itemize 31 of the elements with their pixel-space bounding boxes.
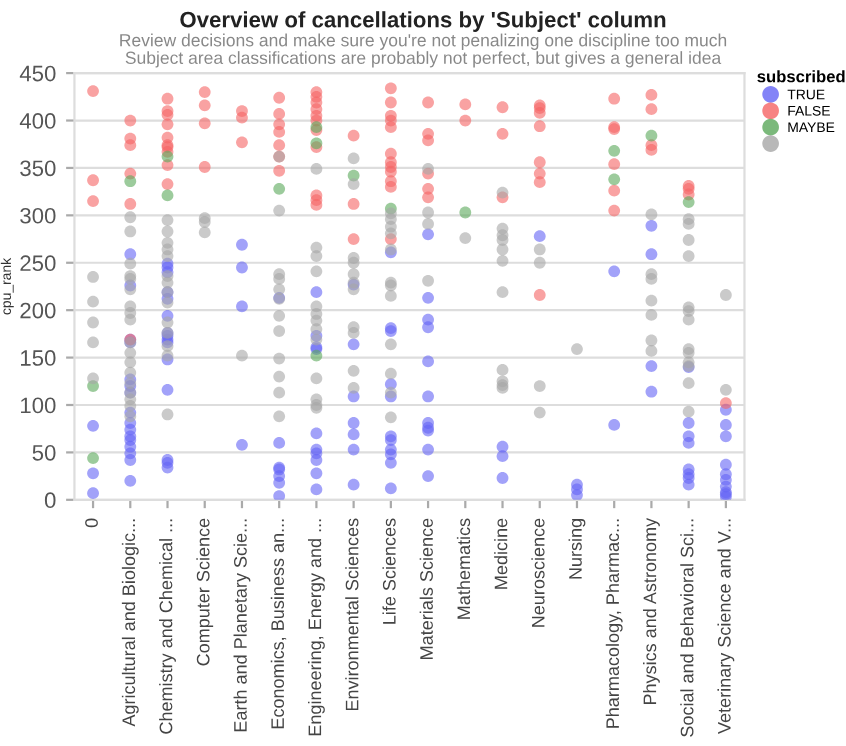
x-tick-label: 0 — [85, 518, 98, 528]
x-tick-label: Physics and Astronomy — [643, 517, 660, 705]
x-tick-label: Engineering, Energy and ... — [307, 519, 325, 736]
x-tick-label: Chemistry and Chemical ... — [159, 519, 176, 734]
x-tick-label: Life Sciences — [382, 518, 396, 624]
x-tick-label: Computer Science — [196, 518, 214, 666]
x-tick-label: Mathematics — [456, 518, 471, 619]
y-tick-label: 200 — [20, 302, 56, 319]
x-tick-label: Earth and Planetary Scie... — [233, 519, 251, 732]
y-tick-label: 250 — [20, 255, 56, 272]
chart-title: Overview of cancellations by 'Subject' column — [180, 11, 666, 32]
y-tick-label: 0 — [44, 492, 56, 509]
chart-subtitle: Review decisions and make sure you're not penalizing one discipline too much Subject area classifications are probably not perfect, but gives a general idea — [120, 33, 727, 68]
y-tick-label: 400 — [19, 113, 56, 129]
x-tick-label: Veterinary Science and V... — [717, 519, 735, 734]
x-tick-label: Materials Science — [419, 518, 433, 659]
y-tick-label: 150 — [21, 350, 56, 366]
y-tick-label: 350 — [20, 160, 56, 177]
y-tick-label: 450 — [19, 65, 56, 82]
y-tick-label: 100 — [21, 397, 56, 414]
x-tick-label: Medicine — [494, 518, 508, 589]
y-tick-label: 50 — [32, 444, 56, 461]
x-tick-label: Social and Behavioral Sci... — [680, 519, 694, 737]
x-tick-label: Neuroscience — [531, 518, 545, 627]
x-tick-label: Agricultural and Biologic... — [121, 519, 139, 727]
y-tick-label: 300 — [20, 207, 56, 224]
x-tick-label: Pharmacology, Pharmac... — [605, 519, 623, 728]
x-tick-label: Economics, Business an... — [270, 519, 287, 729]
x-tick-label: Environmental Sciences — [345, 518, 359, 711]
legend-title: subscribed — [757, 70, 845, 83]
x-tick-label: Nursing — [568, 519, 586, 579]
